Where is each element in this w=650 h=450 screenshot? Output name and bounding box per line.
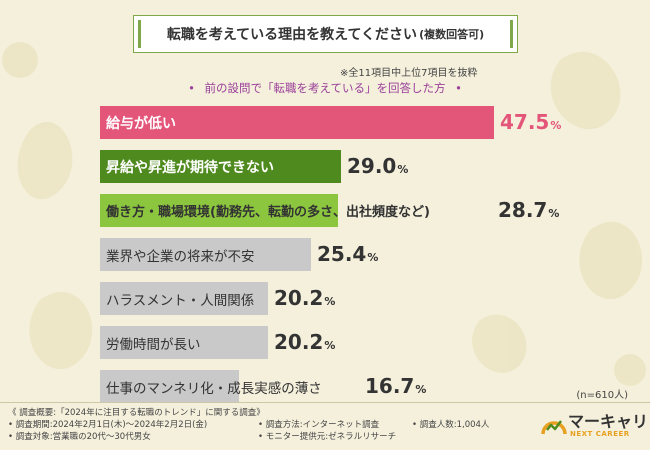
bar-label: 業界や企業の将来が不安 [106, 248, 255, 265]
note-text: ※全11項目中上位7項目を抜粋 [340, 68, 478, 79]
chart-subtitle: • 前の設問で「転職を考えている」を回答した方 • [0, 80, 650, 96]
bar-1: 昇給や昇進が期待できない [100, 150, 341, 183]
chart-title: 転職を考えている理由を教えてください [166, 27, 418, 43]
bar-value-label: 20.2% [274, 286, 336, 310]
bar-value-label: 20.2% [274, 330, 336, 354]
bar-2: 働き方・職場環境(勤務先、転勤の多さ、出社頻度など) [100, 194, 430, 227]
bar-label: 給与が低い [106, 115, 176, 132]
footer-divider [0, 402, 650, 403]
chart-subtitle-text: 前の設問で「転職を考えている」を回答した方 [204, 81, 446, 95]
bar-6: 仕事のマンネリ化・成長実感の薄さ [100, 370, 322, 403]
bar-label: 仕事のマンネリ化・成長実感の薄さ [106, 380, 322, 397]
bar-label: ハラスメント・人間関係 [106, 292, 255, 309]
bar-value-label: 29.0% [347, 154, 409, 178]
footer-provider: • モニター提供元:ゼネラルリサーチ [258, 432, 397, 442]
bar-5: 労働時間が長い [100, 326, 268, 359]
bar-3: 業界や企業の将来が不安 [100, 238, 311, 271]
bar-label: 労働時間が長い [106, 336, 201, 353]
bullet-dot-left: • [188, 81, 195, 95]
bar-value-label: 16.7% [365, 374, 427, 398]
footer-respondents: • 調査人数:1,004人 [412, 420, 490, 430]
bar-0: 給与が低い [100, 106, 494, 139]
bar-value-label: 47.5% [500, 110, 562, 134]
footer-target: • 調査対象:営業職の20代〜30代男女 [8, 432, 151, 442]
sample-size: (n=610人) [576, 390, 628, 401]
bar-label: 昇給や昇進が期待できない [106, 159, 274, 176]
bar-value-label: 25.4% [317, 242, 379, 266]
logo: マーキャリ NEXT CAREER [540, 408, 648, 444]
logo-name: マーキャリ [568, 412, 649, 431]
bar-4: ハラスメント・人間関係 [100, 282, 268, 315]
footer-period: • 調査期間:2024年2月1日(木)〜2024年2月2日(金) [8, 420, 208, 430]
footer-overview: 《 調査概要:「2024年に注目する転職のトレンド」に関する調査》 [8, 408, 265, 418]
footer-method: • 調査方法:インターネット調査 [258, 420, 380, 430]
logo-tagline: NEXT CAREER [570, 430, 630, 438]
chart-title-suffix: (複数回答可) [419, 28, 485, 41]
bar-value-label: 28.7% [498, 198, 560, 222]
logo-mark-icon [541, 420, 567, 435]
chart-title-box: 転職を考えている理由を教えてください (複数回答可) [133, 15, 518, 53]
bullet-dot-right: • [455, 81, 462, 95]
bar-label: 働き方・職場環境(勤務先、転勤の多さ、出社頻度など) [106, 205, 430, 220]
